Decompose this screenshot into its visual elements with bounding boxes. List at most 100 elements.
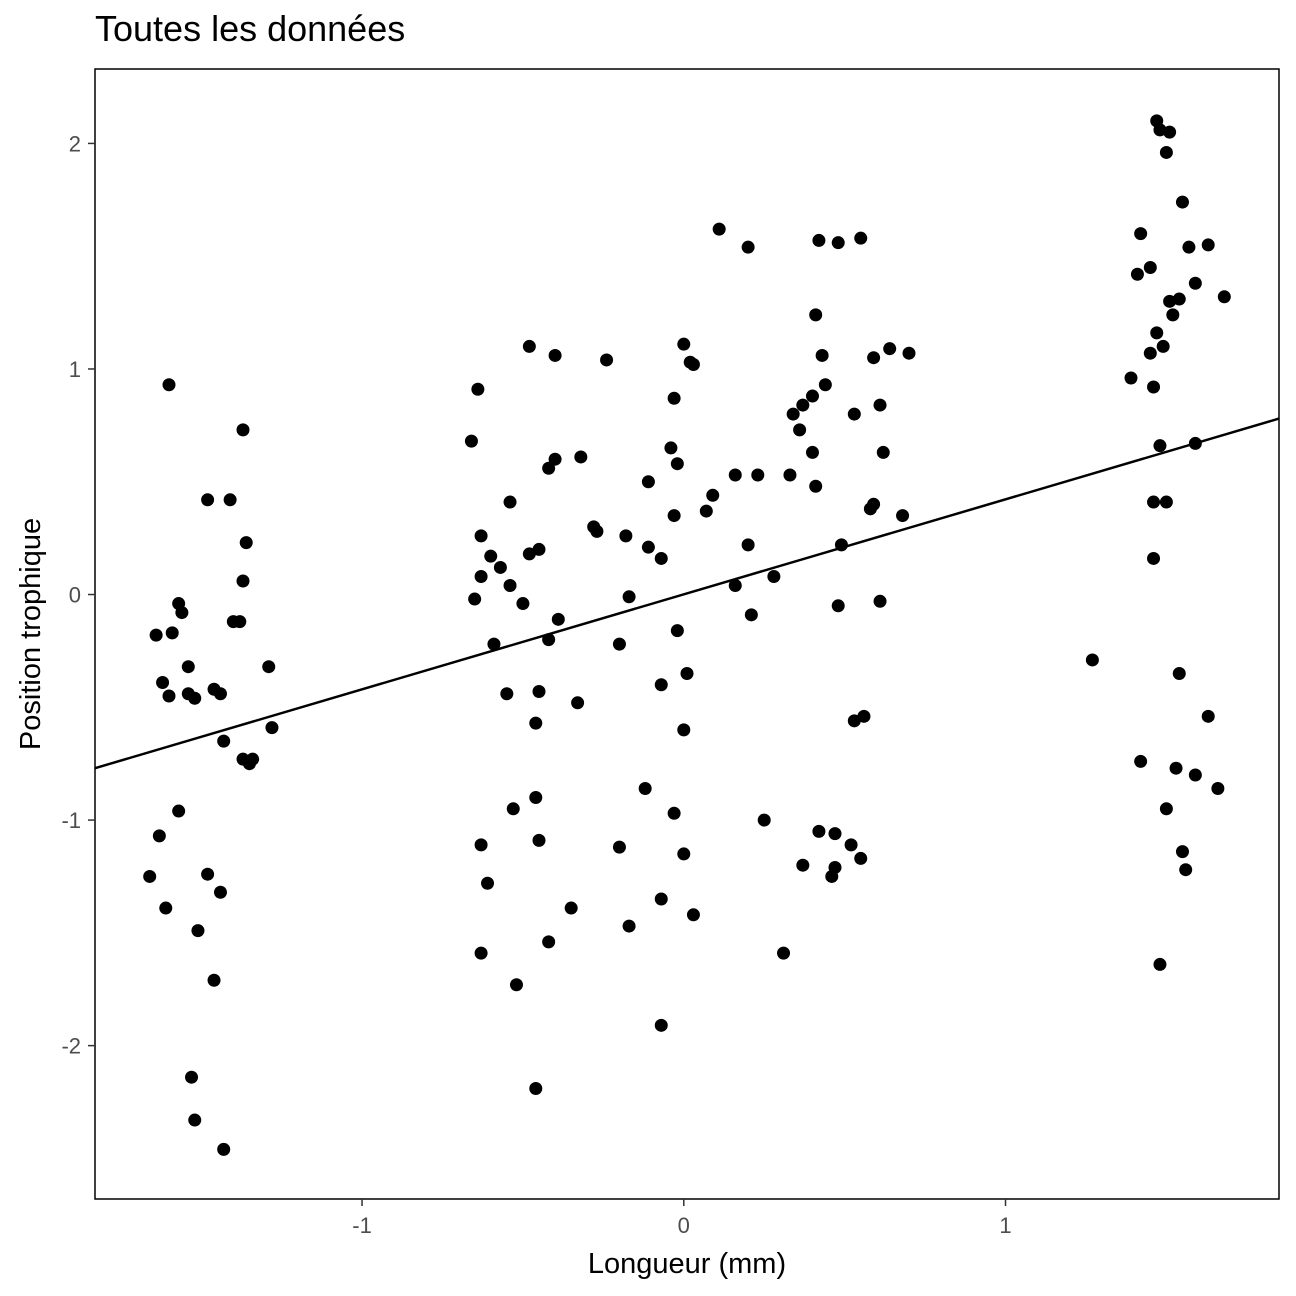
- data-point: [1134, 754, 1148, 768]
- data-point: [1182, 240, 1196, 254]
- data-point: [1159, 145, 1173, 159]
- data-point: [867, 497, 881, 511]
- data-point: [564, 901, 578, 915]
- data-point: [165, 626, 179, 640]
- data-point: [600, 353, 614, 367]
- data-point: [503, 495, 517, 509]
- data-point: [506, 802, 520, 816]
- data-point: [831, 599, 845, 613]
- data-point: [159, 901, 173, 915]
- data-point: [509, 978, 523, 992]
- data-point: [796, 858, 810, 872]
- data-point: [847, 714, 861, 728]
- data-point: [699, 504, 713, 518]
- data-point: [777, 946, 791, 960]
- data-point: [1172, 292, 1186, 306]
- data-point: [500, 687, 514, 701]
- data-point: [622, 590, 636, 604]
- data-point: [236, 423, 250, 437]
- data-point: [213, 687, 227, 701]
- data-point: [143, 869, 157, 883]
- data-point: [474, 529, 488, 543]
- y-tick-label: 0: [69, 583, 81, 608]
- data-point: [201, 867, 215, 881]
- data-point: [162, 378, 176, 392]
- data-point: [548, 348, 562, 362]
- data-point: [149, 628, 163, 642]
- data-point: [532, 685, 546, 699]
- data-point: [854, 851, 868, 865]
- data-point: [1143, 260, 1157, 274]
- data-point: [532, 833, 546, 847]
- data-point: [1134, 227, 1148, 241]
- data-point: [1147, 495, 1161, 509]
- data-point: [522, 339, 536, 353]
- data-point: [551, 612, 565, 626]
- data-point: [612, 637, 626, 651]
- data-point: [1150, 326, 1164, 340]
- data-point: [503, 579, 517, 593]
- x-tick-label: -1: [352, 1213, 372, 1238]
- data-point: [162, 689, 176, 703]
- data-point: [1147, 551, 1161, 565]
- data-point: [571, 696, 585, 710]
- data-point: [654, 1018, 668, 1032]
- data-point: [471, 382, 485, 396]
- data-point: [1124, 371, 1138, 385]
- data-point: [818, 378, 832, 392]
- data-point: [217, 734, 231, 748]
- data-point: [654, 551, 668, 565]
- data-point: [468, 592, 482, 606]
- data-point: [188, 1113, 202, 1127]
- x-tick-label: 0: [678, 1213, 690, 1238]
- data-point: [1201, 709, 1215, 723]
- data-point: [825, 869, 839, 883]
- data-point: [481, 876, 495, 890]
- data-point: [1188, 276, 1202, 290]
- data-point: [896, 509, 910, 523]
- data-point: [751, 468, 765, 482]
- data-point: [265, 721, 279, 735]
- data-point: [175, 606, 189, 620]
- data-point: [809, 479, 823, 493]
- data-point: [786, 407, 800, 421]
- plot-panel: [94, 68, 1280, 1200]
- data-point: [796, 398, 810, 412]
- data-point: [670, 624, 684, 638]
- data-point: [1147, 380, 1161, 394]
- data-point: [188, 691, 202, 705]
- data-point: [667, 509, 681, 523]
- data-point: [1159, 802, 1173, 816]
- regression-line: [94, 417, 1280, 770]
- data-point: [1169, 761, 1183, 775]
- data-point: [670, 457, 684, 471]
- data-point: [542, 935, 556, 949]
- data-point: [712, 222, 726, 236]
- data-point: [529, 716, 543, 730]
- data-point: [236, 574, 250, 588]
- data-point: [1188, 768, 1202, 782]
- data-point: [474, 838, 488, 852]
- data-point: [156, 675, 170, 689]
- data-point: [612, 840, 626, 854]
- data-point: [847, 407, 861, 421]
- data-point: [728, 468, 742, 482]
- data-point: [828, 827, 842, 841]
- data-point: [1175, 195, 1189, 209]
- y-axis-title: Position trophique: [15, 518, 47, 750]
- y-tick-label: -2: [61, 1034, 81, 1059]
- data-point: [529, 791, 543, 805]
- data-point: [181, 660, 195, 674]
- data-point: [741, 538, 755, 552]
- data-point: [1130, 267, 1144, 281]
- data-point: [487, 637, 501, 651]
- data-point: [677, 847, 691, 861]
- data-point: [638, 782, 652, 796]
- chart-title: Toutes les données: [95, 8, 406, 49]
- data-point: [548, 452, 562, 466]
- data-point: [172, 804, 186, 818]
- data-point: [233, 615, 247, 629]
- data-point: [201, 493, 215, 507]
- data-point: [876, 445, 890, 459]
- data-point: [873, 398, 887, 412]
